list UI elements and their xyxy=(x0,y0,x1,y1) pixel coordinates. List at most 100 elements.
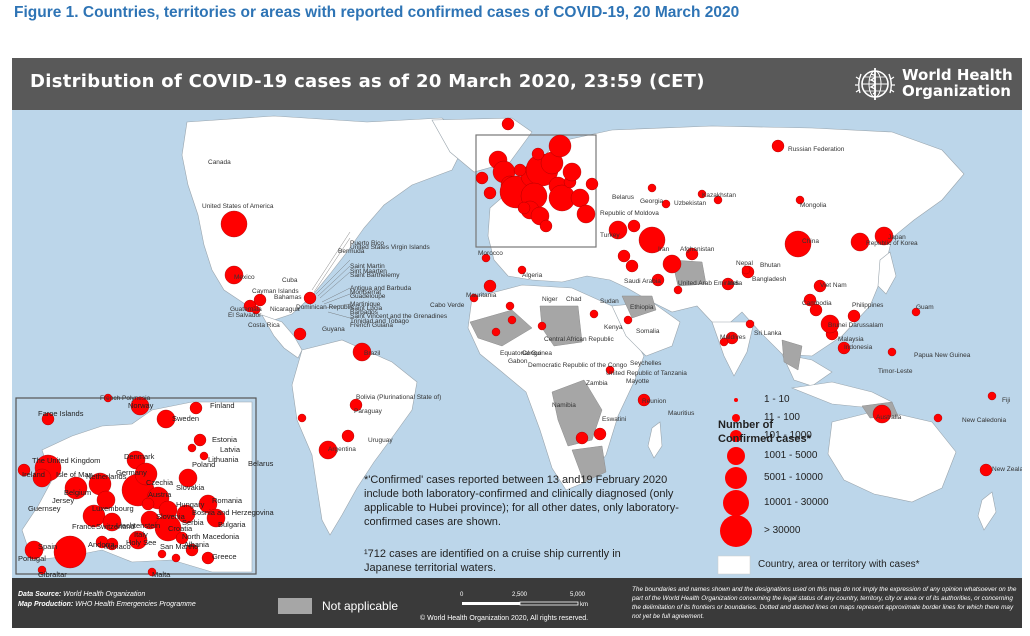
legend-bubble-4 xyxy=(727,447,745,465)
inset-label-the-united-kingdom: The United Kingdom xyxy=(32,456,101,465)
country-label-mongolia: Mongolia xyxy=(800,202,827,209)
country-label-sint-maarten: Sint Maarten xyxy=(350,268,387,275)
country-label-namibia: Namibia xyxy=(552,402,576,409)
country-label-eswatini: Eswatini xyxy=(602,416,627,423)
case-bubble xyxy=(625,259,639,273)
country-label-antigua-and-barbuda: Antigua and Barbuda xyxy=(350,285,412,292)
map-footer: Data Source: World Health Organization M… xyxy=(12,578,1022,628)
country-label-cuba: Cuba xyxy=(282,277,298,284)
country-label-mexico: Mexico xyxy=(234,274,255,281)
country-label-cambodia: Cambodia xyxy=(802,300,832,307)
footer-sources: Data Source: World Health Organization M… xyxy=(18,590,196,610)
case-bubble xyxy=(719,337,729,347)
legend-class-label: 11 - 100 xyxy=(764,412,800,423)
inset-label-guernsey: Guernsey xyxy=(28,504,61,513)
inset-label-holy-see: Holy See xyxy=(126,538,157,547)
case-bubble xyxy=(795,195,805,205)
country-label-afghanistan: Afghanistan xyxy=(680,246,715,253)
country-label-brazil: Brazil xyxy=(364,350,381,357)
case-bubble xyxy=(293,327,307,341)
legend-title-line2: Confirmed cases* xyxy=(718,433,811,445)
country-label-somalia: Somalia xyxy=(636,328,660,335)
country-label-chad: Chad xyxy=(566,296,582,303)
country-label-costa-rica: Costa Rica xyxy=(248,322,280,329)
country-label-kazakhstan: Kazakhstan xyxy=(702,192,736,199)
case-bubble xyxy=(662,254,682,274)
country-label-philippines: Philippines xyxy=(852,302,884,309)
case-bubble xyxy=(562,162,582,182)
case-bubble xyxy=(570,188,590,208)
case-bubble xyxy=(608,220,628,240)
inset-label-poland: Poland xyxy=(192,460,216,469)
case-bubble xyxy=(483,279,497,293)
country-label-sri-lanka: Sri Lanka xyxy=(754,330,782,337)
country-label-morocco: Morocco xyxy=(478,250,503,257)
case-bubble xyxy=(469,293,479,303)
case-bubble xyxy=(627,219,641,233)
legend-class-label: 1001 - 5000 xyxy=(764,450,818,461)
map-production: WHO Health Emergencies Programme xyxy=(75,601,196,608)
country-label-montserrat: Montserrat xyxy=(350,289,382,296)
legend-class-label: 5001 - 10000 xyxy=(764,472,823,483)
scale-bar: 0 2,500 5,000 km xyxy=(446,588,596,624)
inset-label-italy: Italy xyxy=(134,530,148,539)
country-label-french-polynesia: French Polynesia xyxy=(100,395,151,402)
country-label-turkey: Turkey xyxy=(600,232,620,239)
country-label-papua-new-guinea: Papua New Guinea xyxy=(914,352,971,359)
not-applicable-swatch xyxy=(278,598,312,614)
case-bubble xyxy=(803,293,817,307)
inset-label-slovakia: Slovakia xyxy=(176,483,205,492)
legend-bubble-5 xyxy=(725,467,747,489)
case-bubble xyxy=(874,226,894,246)
case-bubble xyxy=(820,314,840,334)
case-bubble xyxy=(176,504,196,524)
case-bubble xyxy=(872,404,892,424)
case-bubble xyxy=(95,535,109,549)
country-label-guadeloupe: Guadeloupe xyxy=(350,293,386,300)
country-label-guyana: Guyana xyxy=(322,326,345,333)
inset-label-albania: Albania xyxy=(184,540,210,549)
country-label-nepal: Nepal xyxy=(736,260,753,267)
inset-label-finland: Finland xyxy=(210,401,235,410)
legend-bubbles xyxy=(720,398,752,547)
case-bubble xyxy=(725,331,739,345)
case-bubble xyxy=(147,567,157,577)
data-source: World Health Organization xyxy=(63,591,146,598)
copyright: © World Health Organization 2020, All ri… xyxy=(420,615,589,622)
inset-label-netherlands: Netherlands xyxy=(86,472,127,481)
case-bubble xyxy=(130,396,150,416)
country-label-martinique: Martinique xyxy=(350,301,381,308)
case-bubble xyxy=(531,147,545,161)
case-bubble xyxy=(481,253,491,263)
case-bubble xyxy=(303,291,317,305)
case-bubble xyxy=(548,134,572,158)
country-label-republic-of-korea: Republic of Korea xyxy=(866,240,918,247)
inset-label-czechia: Czechia xyxy=(146,478,174,487)
country-label-mauritius: Mauritius xyxy=(668,410,695,417)
case-bubble xyxy=(206,508,226,528)
country-label-maldives: Maldives xyxy=(720,334,746,341)
country-label-el-salvador: El Salvador xyxy=(228,312,262,319)
disclaimer: The boundaries and names shown and the d… xyxy=(632,586,1017,620)
case-bubble xyxy=(593,427,607,441)
case-bubble xyxy=(82,504,106,528)
inset-label-norway: Norway xyxy=(128,401,154,410)
inset-label-latvia: Latvia xyxy=(220,445,241,454)
inset-label-sweden: Sweden xyxy=(172,414,200,423)
case-bubble xyxy=(253,293,267,307)
legend-bubble-3 xyxy=(730,430,742,442)
inset-label-germany: Germany xyxy=(116,468,147,477)
legend-bubble-6 xyxy=(723,490,749,516)
case-bubble xyxy=(623,315,633,325)
inset-label-serbia: Serbia xyxy=(182,518,204,527)
inset-label-faroe-islands: Faroe Islands xyxy=(38,409,84,418)
case-bubble xyxy=(24,540,44,560)
inset-label-liechtenstein: Liechtenstein xyxy=(116,521,161,530)
country-label-gabon: Gabon xyxy=(508,358,528,365)
case-bubble xyxy=(491,327,501,337)
country-label-congo: Congo xyxy=(522,350,542,357)
country-label-bahamas: Bahamas xyxy=(274,294,302,301)
country-label-niger: Niger xyxy=(542,296,558,303)
country-label-united-republic-of-tanzania: United Republic of Tanzania xyxy=(606,370,687,377)
inset-label-hungary: Hungary xyxy=(176,500,205,509)
